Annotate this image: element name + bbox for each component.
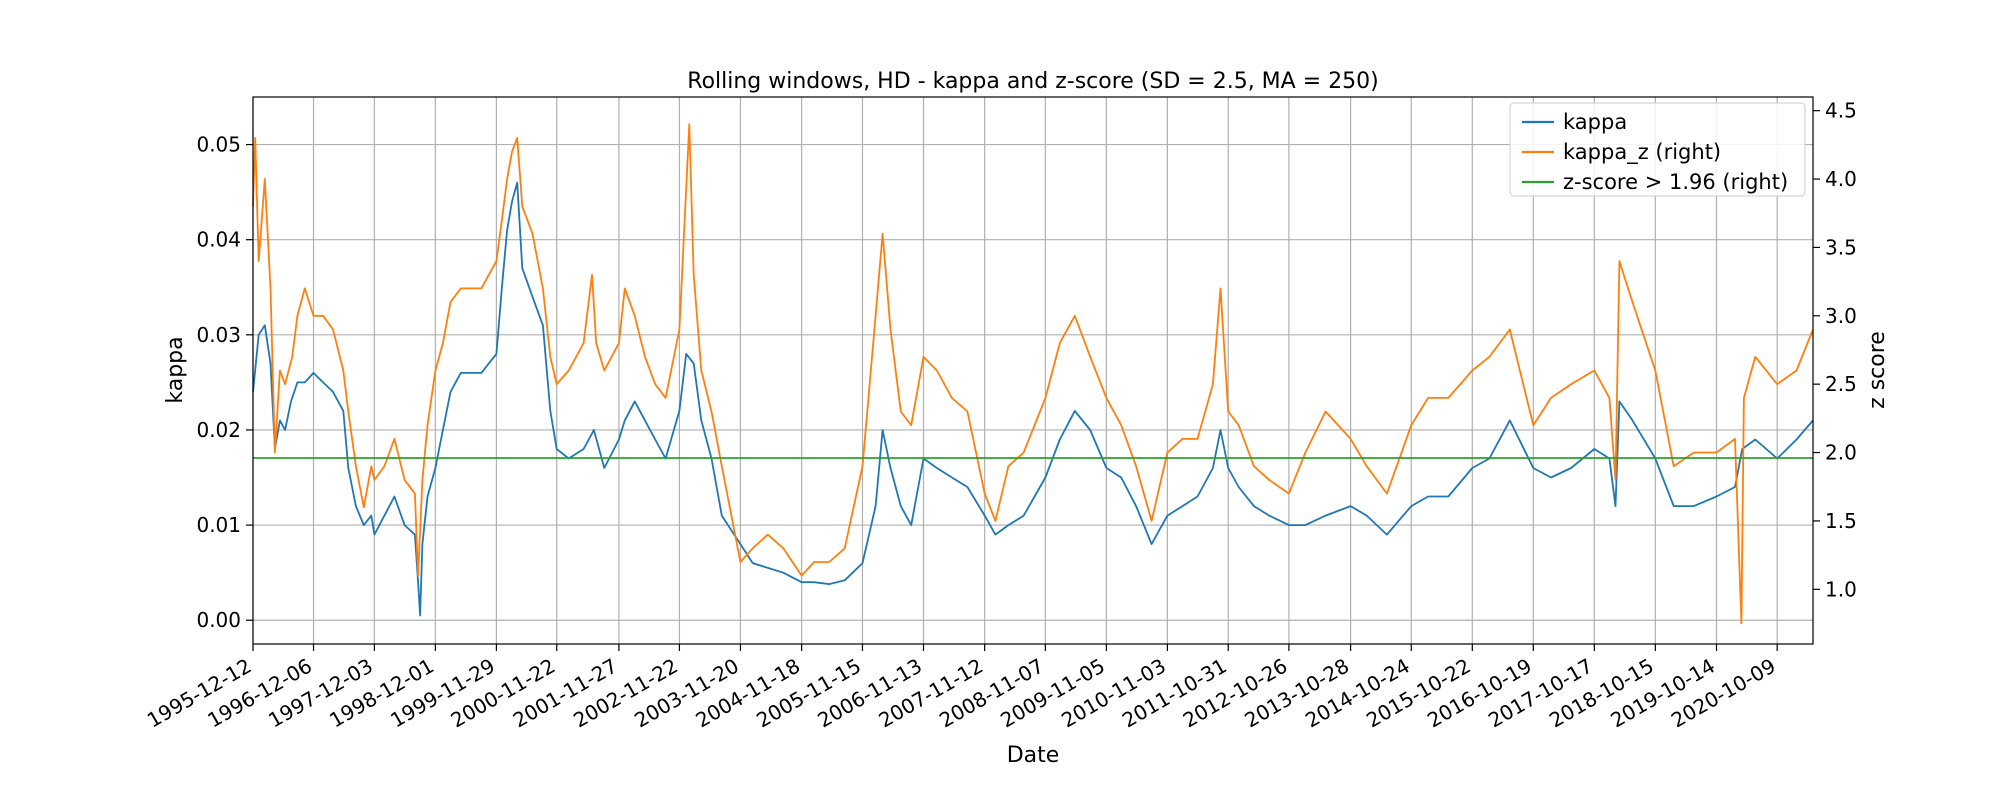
y-left-tick-label: 0.01	[196, 513, 241, 537]
grid	[252, 97, 1813, 644]
y-right-tick-label: 4.5	[1825, 99, 1857, 123]
y-axis-right: 1.0 1.5 2.0 2.5 3.0 3.5 4.0 4.5	[1813, 99, 1857, 601]
plot-frame	[252, 96, 1814, 645]
y-right-tick-label: 3.5	[1825, 235, 1857, 259]
series-line-1	[252, 123, 1814, 625]
y-left-tick-label: 0.03	[196, 323, 241, 347]
x-axis: 1995-12-121996-12-061997-12-031998-12-01…	[143, 644, 1780, 732]
x-axis-title: Date	[1007, 743, 1060, 768]
y-right-tick-label: 1.5	[1825, 509, 1857, 533]
legend-label-2: z-score > 1.96 (right)	[1563, 170, 1788, 194]
legend-box	[1509, 102, 1806, 197]
y-left-tick-label: 0.00	[196, 608, 241, 632]
y-axis-left-title: kappa	[163, 336, 188, 403]
series-line-0	[252, 181, 1814, 617]
y-axis-right-title: z score	[1865, 331, 1890, 409]
legend-label-0: kappa	[1563, 110, 1627, 134]
legend-label-1: kappa_z (right)	[1563, 140, 1721, 165]
y-right-tick-label: 3.0	[1825, 304, 1857, 328]
series-lines	[252, 123, 1814, 625]
y-left-tick-label: 0.05	[196, 133, 241, 157]
y-right-tick-label: 2.5	[1825, 372, 1857, 396]
chart-title: Rolling windows, HD - kappa and z-score …	[687, 69, 1378, 94]
y-right-tick-label: 1.0	[1825, 577, 1857, 601]
y-right-tick-label: 4.0	[1825, 167, 1857, 191]
y-right-tick-label: 2.0	[1825, 441, 1857, 465]
y-left-tick-label: 0.02	[196, 418, 241, 442]
y-axis-left: 0.00 0.01 0.02 0.03 0.04 0.05	[196, 133, 253, 632]
y-left-tick-label: 0.04	[196, 228, 241, 252]
legend: kappa kappa_z (right) z-score > 1.96 (righ…	[1509, 102, 1806, 197]
